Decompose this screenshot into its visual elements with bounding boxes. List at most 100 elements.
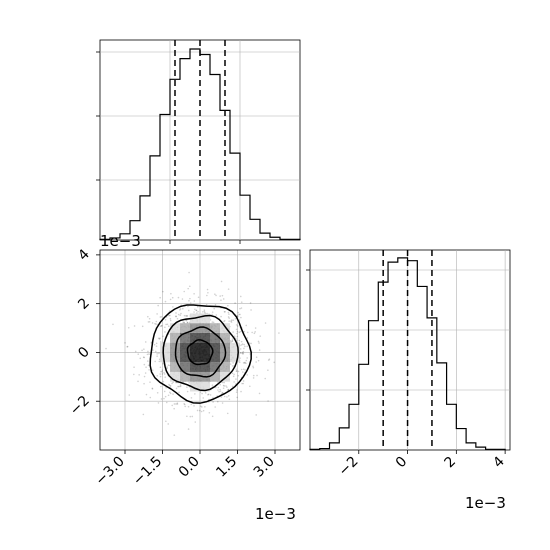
scatter-point bbox=[158, 338, 161, 340]
scatter-point bbox=[197, 310, 199, 313]
scatter-point bbox=[220, 396, 223, 398]
joint-density-cells bbox=[160, 313, 240, 392]
scatter-point bbox=[175, 403, 177, 405]
scatter-point bbox=[200, 410, 203, 413]
scatter-point bbox=[226, 386, 228, 388]
scatter-point bbox=[105, 347, 107, 350]
scatter-point bbox=[166, 367, 168, 369]
scatter-point bbox=[252, 374, 255, 377]
scatter-point bbox=[156, 355, 158, 357]
scatter-point bbox=[255, 361, 257, 363]
density-cell bbox=[210, 342, 220, 353]
density-cell bbox=[180, 342, 190, 353]
density-cell bbox=[190, 362, 200, 372]
density-cell bbox=[200, 352, 210, 363]
scatter-point bbox=[164, 395, 167, 398]
scatter-point bbox=[222, 384, 225, 387]
scatter-point bbox=[240, 307, 243, 309]
scatter-point bbox=[246, 357, 248, 359]
scatter-point bbox=[175, 315, 177, 318]
scatter-point bbox=[179, 384, 182, 386]
density-cell bbox=[170, 332, 180, 343]
scatter-point bbox=[112, 323, 114, 326]
scatter-point bbox=[227, 311, 230, 314]
scatter-point bbox=[236, 396, 238, 399]
scatter-point bbox=[207, 393, 209, 396]
scatter-point bbox=[209, 394, 212, 396]
scatter-point bbox=[243, 343, 246, 346]
scatter-point bbox=[220, 315, 222, 318]
joint-xtick-label: 3.0 bbox=[251, 454, 278, 481]
density-cell bbox=[160, 342, 170, 353]
scatter-point bbox=[169, 391, 171, 394]
scatter-point bbox=[163, 373, 166, 375]
scatter-point bbox=[185, 319, 188, 322]
scatter-point bbox=[180, 312, 182, 315]
marginal-y-frame bbox=[309, 249, 511, 451]
joint-contours bbox=[149, 304, 252, 404]
scatter-point bbox=[219, 383, 221, 386]
scatter-point bbox=[202, 409, 205, 412]
scatter-point bbox=[238, 339, 241, 342]
scatter-point bbox=[235, 370, 238, 372]
scatter-point bbox=[245, 362, 247, 365]
joint-ytick-label: −2 bbox=[67, 393, 93, 419]
scatter-point bbox=[126, 345, 128, 348]
scatter-point bbox=[163, 371, 165, 374]
marginal-x-panel bbox=[96, 39, 301, 244]
scatter-point bbox=[166, 323, 169, 326]
scatter-point bbox=[241, 352, 244, 355]
scatter-point bbox=[235, 337, 237, 340]
scatter-point bbox=[173, 407, 175, 410]
scatter-point bbox=[148, 321, 151, 323]
scatter-point bbox=[175, 387, 178, 390]
scatter-point bbox=[241, 351, 244, 354]
scatter-point bbox=[242, 368, 245, 371]
density-cell bbox=[200, 342, 210, 353]
scatter-point bbox=[254, 331, 256, 333]
scatter-point bbox=[182, 307, 184, 310]
scatter-point bbox=[143, 363, 146, 366]
scatter-point bbox=[151, 369, 154, 372]
scatter-point bbox=[148, 317, 151, 320]
scatter-point bbox=[245, 324, 248, 327]
scatter-point bbox=[215, 294, 217, 297]
marginal-x-ticks bbox=[96, 51, 241, 244]
scatter-point bbox=[217, 386, 220, 389]
scatter-point bbox=[227, 288, 230, 290]
density-cell bbox=[200, 313, 210, 324]
scatter-point bbox=[189, 415, 192, 418]
scatter-point bbox=[243, 347, 245, 350]
scatter-point bbox=[232, 331, 234, 333]
scatter-point bbox=[252, 366, 255, 369]
marginal-y-histogram bbox=[309, 257, 506, 450]
scatter-point bbox=[238, 313, 240, 316]
marginal-y-xtick-label: 4 bbox=[490, 453, 508, 471]
scatter-point bbox=[144, 372, 147, 374]
scatter-point bbox=[223, 310, 226, 313]
scatter-point bbox=[240, 340, 243, 343]
scatter-point bbox=[231, 319, 233, 321]
scatter-point bbox=[212, 396, 214, 399]
scatter-point bbox=[228, 320, 230, 322]
scatter-point bbox=[256, 374, 258, 377]
scatter-point bbox=[159, 316, 162, 318]
scatter-point bbox=[206, 288, 209, 291]
scatter-point bbox=[215, 314, 218, 316]
scatter-point bbox=[154, 360, 156, 363]
scatter-point bbox=[195, 309, 198, 312]
scatter-point bbox=[176, 403, 179, 405]
density-cell bbox=[220, 323, 230, 333]
scatter-point bbox=[246, 345, 248, 348]
contour-line bbox=[174, 326, 227, 378]
scatter-point bbox=[155, 345, 158, 347]
scatter-point bbox=[227, 389, 230, 391]
scatter-point bbox=[229, 339, 232, 342]
scatter-point bbox=[147, 315, 149, 318]
scatter-point bbox=[240, 368, 243, 371]
scatter-point bbox=[164, 318, 167, 321]
scatter-point bbox=[143, 375, 146, 378]
scatter-point bbox=[224, 310, 226, 313]
scatter-point bbox=[250, 309, 252, 311]
scatter-point bbox=[242, 380, 245, 382]
